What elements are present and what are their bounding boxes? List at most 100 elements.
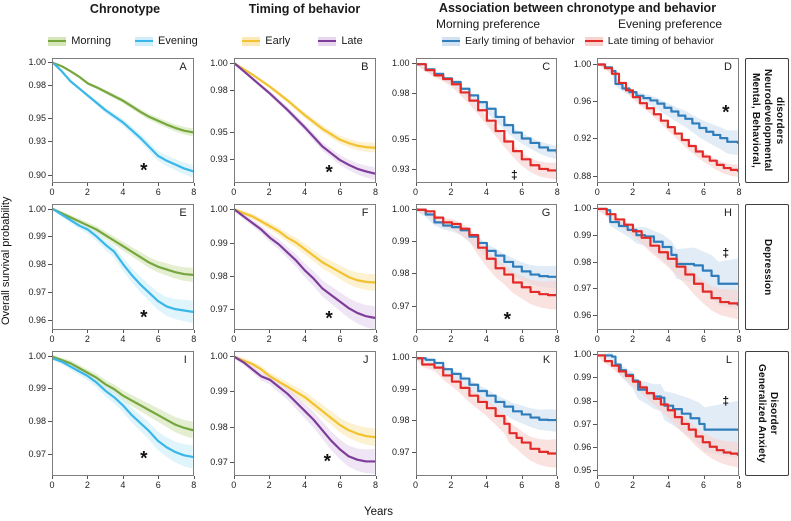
x-tick-mark (597, 183, 599, 187)
x-tick-mark (304, 329, 306, 333)
legend-swatch-icon (242, 36, 261, 46)
y-tick-mark (229, 62, 234, 64)
significance-marker: * (503, 309, 512, 331)
x-tick-label: 4 (665, 333, 671, 344)
x-tick-mark (632, 475, 634, 479)
x-tick-mark (632, 183, 634, 187)
panel-letter: F (361, 207, 369, 220)
legend-label: Morning (71, 35, 111, 47)
x-tick-mark (375, 475, 377, 479)
y-tick-mark (229, 309, 234, 311)
significance-marker: * (140, 307, 148, 329)
y-tick-label: 1.00 (28, 56, 46, 67)
x-tick-mark (233, 475, 235, 479)
panel-C: 1.00 0.98 0.95 0.93 C ‡ 0 2 4 6 8 (382, 58, 560, 199)
x-axis-ticks: 0 2 4 6 8 (231, 183, 378, 199)
subtitle-morning-preference: Morning preference (435, 17, 541, 31)
x-tick-label: 8 (191, 187, 197, 198)
x-tick-mark (269, 329, 271, 333)
panel-letter: D (724, 61, 732, 73)
y-tick-label: 0.98 (210, 421, 228, 432)
x-tick-label: 0 (412, 333, 419, 344)
x-tick-mark (340, 183, 342, 187)
y-tick-mark (593, 354, 598, 356)
plot-area-F: F * (233, 204, 376, 330)
x-tick-label: 0 (49, 187, 55, 198)
y-tick-mark (593, 377, 598, 379)
legend-item-morning: Morning (48, 35, 111, 47)
y-tick-mark (48, 84, 52, 86)
row-label-text: Mental, Behavioral, Neurodevelopmental d… (750, 69, 785, 172)
column-title-association: Association between chronotype and behav… (438, 1, 717, 15)
x-tick-label: 6 (155, 479, 161, 490)
y-tick-label: 0.99 (210, 237, 228, 248)
y-axis-ticks: 1.00 0.99 0.98 0.97 (18, 351, 52, 476)
x-tick-mark (557, 329, 559, 333)
y-tick-label: 0.98 (573, 395, 592, 406)
x-tick-mark (340, 475, 342, 479)
x-tick-label: 0 (231, 187, 237, 198)
y-axis-ticks: 1.00 0.99 0.98 0.97 (200, 351, 234, 476)
legend-swatch-icon (318, 36, 337, 46)
legend-line-icon (442, 40, 461, 42)
x-axis-ticks: 0 2 4 6 8 (49, 183, 197, 199)
y-tick-mark (593, 261, 598, 263)
y-tick-mark (229, 461, 234, 463)
x-axis-ticks: 0 2 4 6 8 (49, 475, 197, 492)
y-tick-mark (411, 388, 416, 390)
y-tick-label: 0.98 (210, 270, 228, 281)
x-tick-label: 8 (554, 187, 560, 198)
y-tick-mark (48, 319, 52, 321)
x-axis-ticks: 0 2 4 6 8 (595, 329, 742, 346)
y-tick-label: 0.98 (28, 416, 46, 427)
x-tick-mark (304, 475, 306, 479)
y-tick-mark (229, 355, 234, 357)
x-tick-mark (193, 329, 195, 333)
x-tick-label: 2 (630, 479, 636, 490)
y-tick-mark (48, 236, 52, 238)
x-tick-label: 8 (736, 333, 742, 344)
plot-area-I: I * (52, 350, 194, 476)
y-tick-mark (48, 118, 52, 120)
x-tick-label: 4 (302, 333, 308, 344)
x-tick-mark (52, 475, 53, 479)
x-tick-label: 8 (191, 333, 197, 344)
y-tick-label: 0.95 (391, 133, 410, 144)
legend-timing: Early Late (210, 35, 395, 47)
y-tick-mark (229, 242, 234, 244)
y-tick-mark (411, 63, 416, 65)
y-tick-mark (593, 423, 598, 425)
y-tick-label: 0.93 (391, 163, 410, 174)
x-tick-label: 8 (191, 479, 197, 490)
y-tick-mark (593, 208, 598, 210)
x-tick-mark (703, 183, 705, 187)
panel-J: 1.00 0.99 0.98 0.97 J * 0 2 4 6 8 (200, 350, 378, 492)
y-tick-label: 0.96 (573, 441, 592, 452)
x-tick-mark (668, 329, 670, 333)
panel-F: 1.00 0.99 0.98 0.97 F * 0 2 4 6 8 (200, 204, 378, 345)
x-axis-ticks: 0 2 4 6 8 (413, 475, 560, 492)
y-tick-label: 0.95 (573, 465, 592, 476)
y-axis-ticks: 1.00 0.99 0.98 0.97 0.96 0.95 (563, 349, 598, 476)
x-tick-label: 6 (701, 187, 707, 198)
y-tick-mark (411, 452, 416, 454)
y-tick-mark (229, 90, 234, 92)
x-tick-mark (486, 329, 488, 333)
panel-K: 1.00 0.99 0.98 0.97 K 0 2 4 6 8 (382, 350, 560, 492)
y-tick-label: 0.99 (210, 386, 228, 397)
y-tick-mark (411, 138, 416, 140)
y-tick-label: 1.00 (391, 58, 410, 69)
legend-item-late: Late (318, 35, 363, 47)
legend-chronotype: Morning Evening (28, 35, 218, 47)
y-tick-label: 0.96 (573, 96, 592, 107)
x-tick-label: 4 (665, 187, 671, 198)
y-tick-label: 1.00 (573, 58, 592, 69)
x-tick-label: 6 (519, 333, 525, 344)
x-axis-ticks: 0 2 4 6 8 (413, 183, 560, 199)
panel-letter: E (179, 207, 187, 220)
y-tick-label: 0.96 (28, 314, 46, 325)
panel-letter: B (361, 61, 369, 73)
legend-label: Evening (157, 35, 198, 47)
y-tick-label: 1.00 (28, 203, 46, 214)
